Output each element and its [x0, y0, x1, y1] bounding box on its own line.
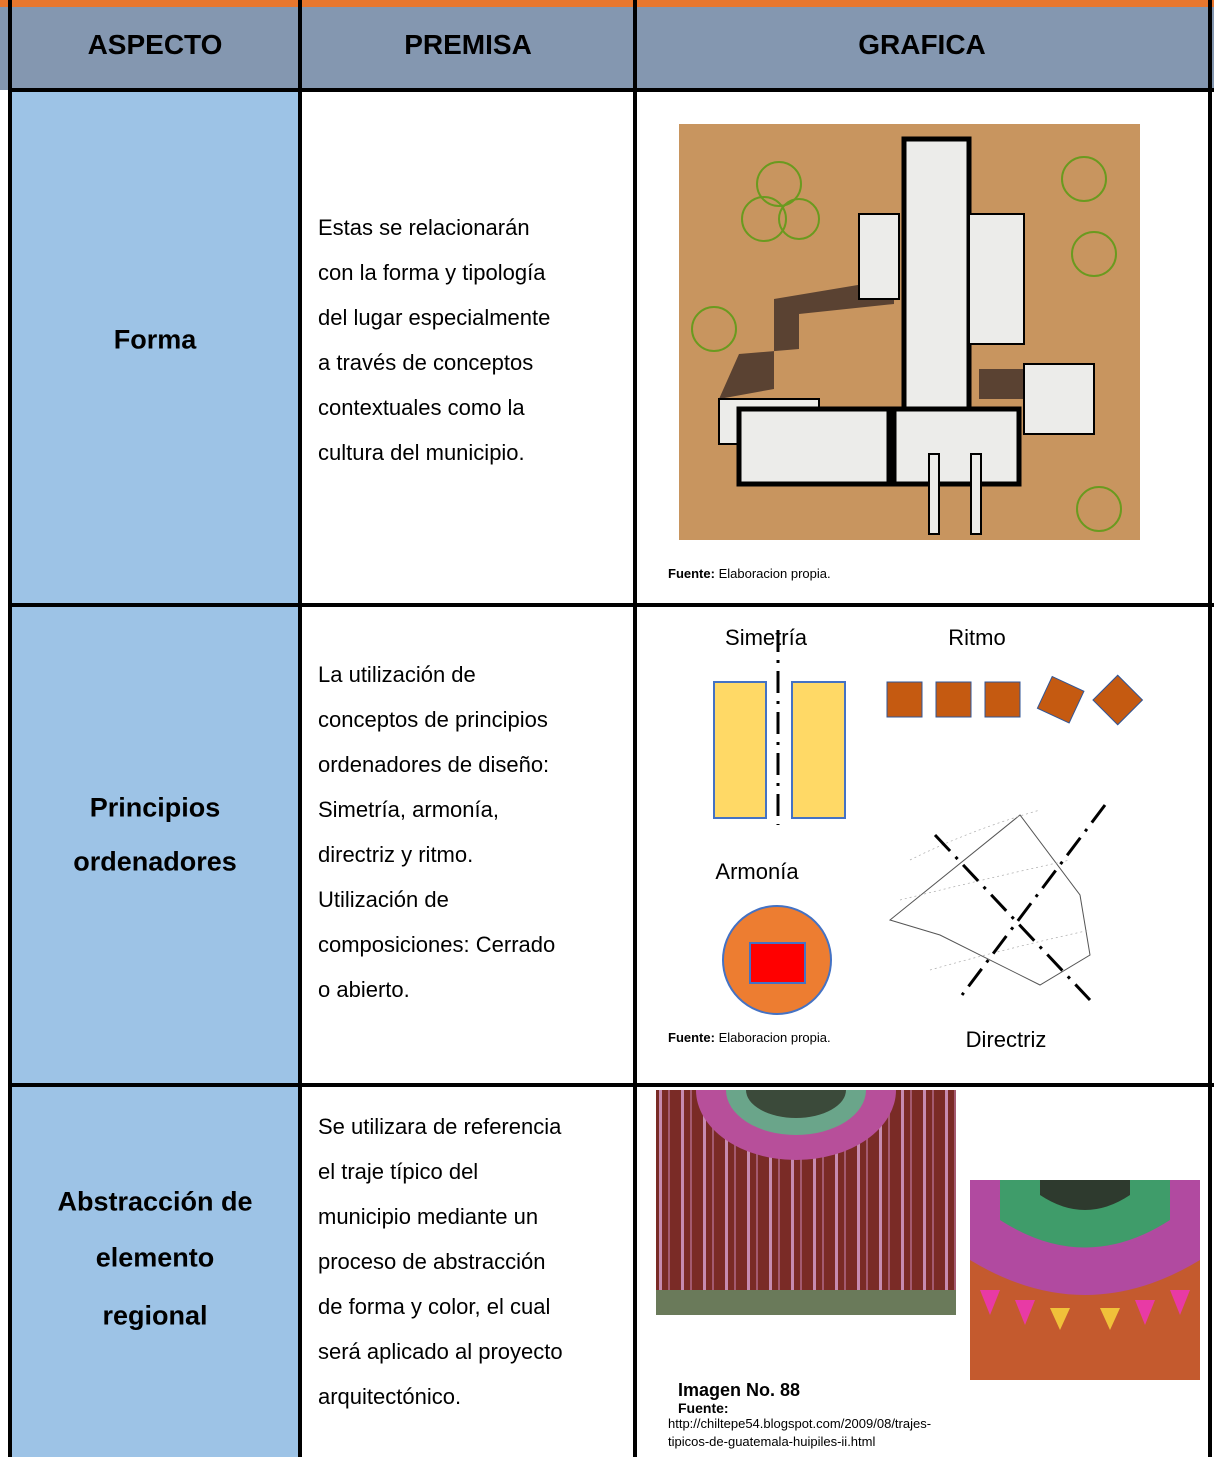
aspect: elemento	[95, 1242, 215, 1273]
header-cell: GRAFICA	[858, 29, 986, 60]
source-label: Fuente:	[668, 1030, 715, 1045]
premise-line: será aplicado al proyecto	[318, 1339, 563, 1364]
premise-line: Simetría, armonía,	[318, 797, 499, 822]
aspect: Principios	[89, 792, 221, 823]
header-row	[0, 7, 1214, 90]
premise-line: composiciones: Cerrado	[318, 932, 556, 957]
premise-line: con la forma y tipología	[318, 260, 546, 285]
header-cell: ASPECTO	[87, 29, 223, 60]
aspect: regional	[102, 1300, 208, 1331]
aspect-column	[10, 92, 300, 1457]
premise-line: ordenadores de diseño:	[318, 752, 550, 777]
border	[298, 0, 302, 1457]
premise-line: de forma y color, el cual	[318, 1294, 551, 1319]
aspect: ordenadores	[73, 846, 237, 877]
source-text: http://chiltepe54.blogspot.com/2009/08/t…	[668, 1416, 932, 1431]
source-text: Elaboracion propia.	[718, 566, 831, 581]
principle-label: Armonía	[715, 859, 799, 884]
header-cell: PREMISA	[404, 29, 532, 60]
top-band	[0, 0, 1214, 7]
aspect: Forma	[113, 324, 197, 355]
premise-line: el traje típico del	[318, 1159, 479, 1184]
textile-photo	[656, 1090, 956, 1315]
premise-line: proceso de abstracción	[318, 1249, 546, 1274]
border	[8, 1083, 1214, 1087]
premise-line: del lugar especialmente	[318, 305, 551, 330]
premise-line: directriz y ritmo.	[318, 842, 474, 867]
principle-label: Simetría	[725, 625, 807, 650]
border	[633, 0, 637, 1457]
aspect: Abstracción de	[57, 1186, 253, 1217]
premise-line: contextuales como la	[318, 395, 525, 420]
premise-line: Se utilizara de referencia	[318, 1114, 562, 1139]
source-label: Fuente:	[678, 1400, 729, 1416]
premise-line: Utilización de	[318, 887, 449, 912]
premise-line: a través de conceptos	[318, 350, 534, 375]
border	[1208, 0, 1212, 1457]
source-caption: Fuente: Elaboracion propia.	[668, 566, 831, 581]
premise-line: arquitectónico.	[318, 1384, 462, 1409]
image-label: Imagen No. 88	[678, 1380, 801, 1400]
premise-line: La utilización de	[318, 662, 476, 687]
principles-drawing	[713, 630, 1144, 1015]
source-caption: Fuente: Elaboracion propia.	[668, 1030, 831, 1045]
plan-drawing	[679, 124, 1140, 540]
principle-label: Directriz	[965, 1027, 1047, 1052]
premise-line: municipio mediante un	[318, 1204, 539, 1229]
border	[8, 603, 1214, 607]
premise-line: conceptos de principios	[318, 707, 548, 732]
principle-label: Ritmo	[948, 625, 1006, 650]
premise-line: Estas se relacionarán	[318, 215, 530, 240]
premise-line: cultura del municipio.	[318, 440, 525, 465]
border	[8, 0, 12, 1457]
source-text: Elaboracion propia.	[718, 1030, 831, 1045]
border	[8, 88, 1214, 92]
textile-detail-photo	[970, 1180, 1200, 1380]
source-text: tipicos-de-guatemala-huipiles-ii.html	[668, 1434, 876, 1449]
source-label: Fuente:	[668, 566, 715, 581]
premise-line: o abierto.	[318, 977, 410, 1002]
